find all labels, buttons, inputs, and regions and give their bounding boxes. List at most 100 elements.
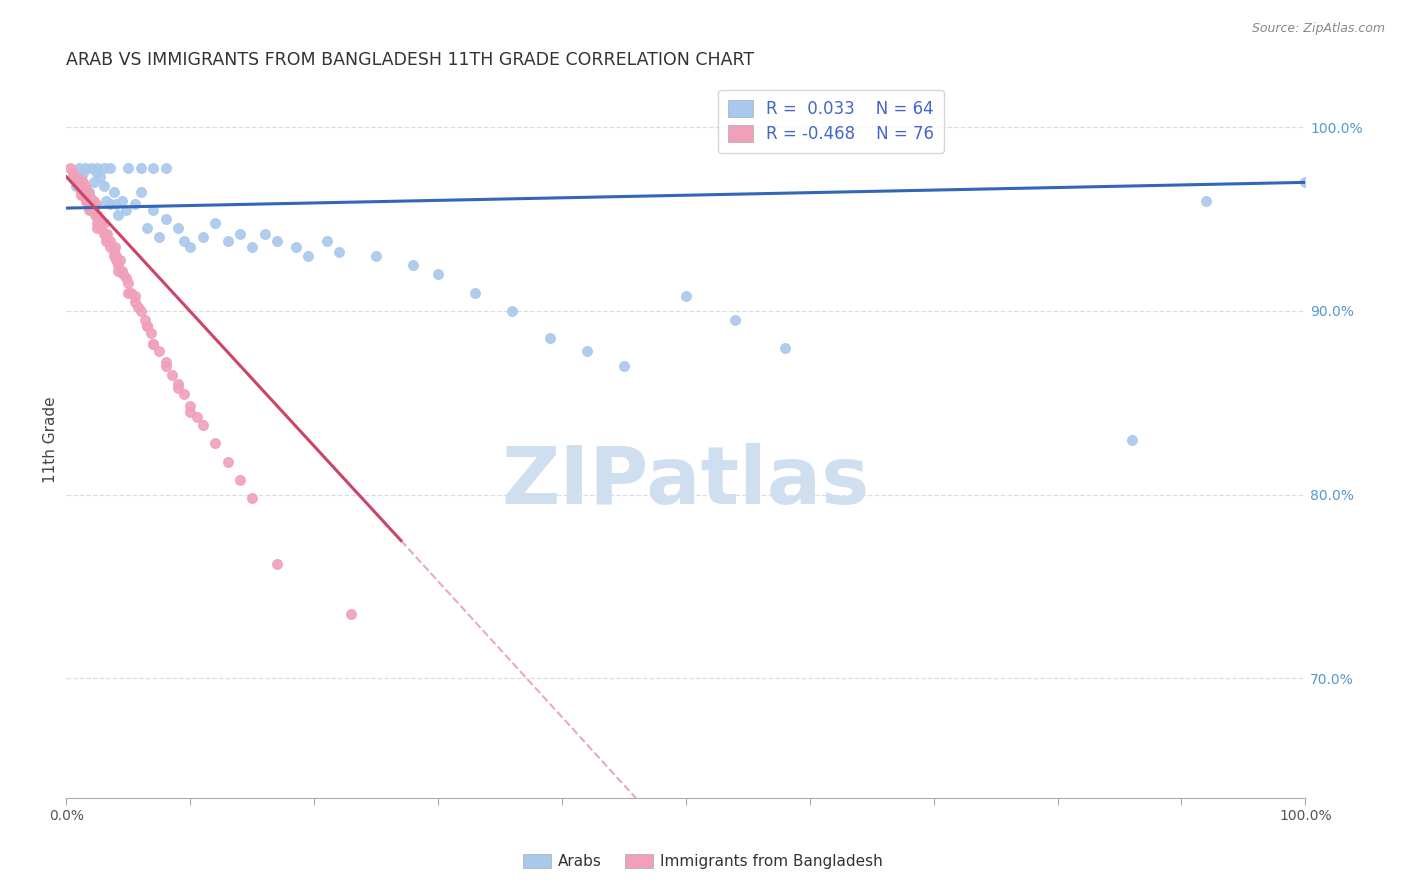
Point [107, 258, 129, 272]
Point [103, 249, 125, 263]
Point [148, 344, 170, 359]
Point [340, 607, 363, 621]
Point [1195, 194, 1218, 208]
Point [73, 161, 96, 175]
Point [107, 263, 129, 277]
Point [98, 234, 121, 248]
Point [76, 185, 98, 199]
Point [103, 245, 125, 260]
Point [142, 161, 165, 175]
Point [80, 161, 103, 175]
Point [142, 337, 165, 351]
Point [160, 368, 183, 383]
Point [464, 285, 486, 300]
Point [117, 277, 139, 291]
Point [93, 216, 115, 230]
Point [266, 558, 288, 572]
Point [111, 194, 134, 208]
Point [115, 202, 138, 217]
Point [124, 197, 146, 211]
Point [112, 267, 135, 281]
Point [191, 417, 214, 432]
Point [104, 240, 127, 254]
Point [65, 175, 87, 189]
Point [155, 161, 177, 175]
Point [155, 355, 177, 369]
Point [86, 209, 108, 223]
Point [120, 285, 142, 300]
Point [83, 194, 105, 208]
Legend: Arabs, Immigrants from Bangladesh: Arabs, Immigrants from Bangladesh [517, 848, 889, 875]
Point [402, 258, 425, 272]
Point [65, 175, 87, 189]
Point [94, 234, 117, 248]
Text: ZIPatlas: ZIPatlas [502, 443, 870, 522]
Point [179, 240, 201, 254]
Point [67, 175, 90, 189]
Point [98, 161, 121, 175]
Point [366, 249, 388, 263]
Point [136, 221, 159, 235]
Point [124, 289, 146, 303]
Point [217, 234, 239, 248]
Point [179, 400, 201, 414]
Point [59, 161, 82, 175]
Point [427, 267, 450, 281]
Point [129, 161, 152, 175]
Point [80, 197, 103, 211]
Point [167, 221, 190, 235]
Point [284, 240, 307, 254]
Point [72, 175, 94, 189]
Point [86, 216, 108, 230]
Point [1294, 175, 1316, 189]
Point [1121, 433, 1143, 447]
Point [90, 221, 112, 235]
Point [204, 216, 226, 230]
Point [191, 230, 214, 244]
Point [105, 252, 128, 267]
Point [67, 171, 90, 186]
Point [266, 234, 288, 248]
Point [70, 185, 93, 199]
Point [142, 337, 165, 351]
Point [148, 230, 170, 244]
Point [75, 194, 97, 208]
Point [142, 202, 165, 217]
Text: ARAB VS IMMIGRANTS FROM BANGLADESH 11TH GRADE CORRELATION CHART: ARAB VS IMMIGRANTS FROM BANGLADESH 11TH … [66, 51, 755, 69]
Point [89, 216, 111, 230]
Point [83, 202, 105, 217]
Point [73, 190, 96, 204]
Point [73, 179, 96, 194]
Point [105, 249, 128, 263]
Point [155, 359, 177, 373]
Point [80, 194, 103, 208]
Text: Source: ZipAtlas.com: Source: ZipAtlas.com [1251, 22, 1385, 36]
Point [613, 359, 636, 373]
Point [538, 331, 561, 345]
Point [328, 245, 350, 260]
Point [79, 190, 101, 204]
Point [129, 185, 152, 199]
Point [84, 197, 107, 211]
Point [501, 304, 523, 318]
Point [75, 194, 97, 208]
Point [84, 209, 107, 223]
Point [93, 179, 115, 194]
Point [72, 166, 94, 180]
Point [77, 185, 100, 199]
Point [115, 271, 138, 285]
Point [134, 313, 156, 327]
Point [62, 169, 84, 184]
Point [67, 161, 90, 175]
Point [86, 161, 108, 175]
Point [86, 221, 108, 235]
Point [117, 161, 139, 175]
Point [773, 341, 796, 355]
Point [67, 179, 90, 194]
Point [136, 318, 159, 333]
Point [93, 227, 115, 241]
Point [240, 240, 263, 254]
Point [93, 161, 115, 175]
Point [77, 202, 100, 217]
Point [111, 263, 134, 277]
